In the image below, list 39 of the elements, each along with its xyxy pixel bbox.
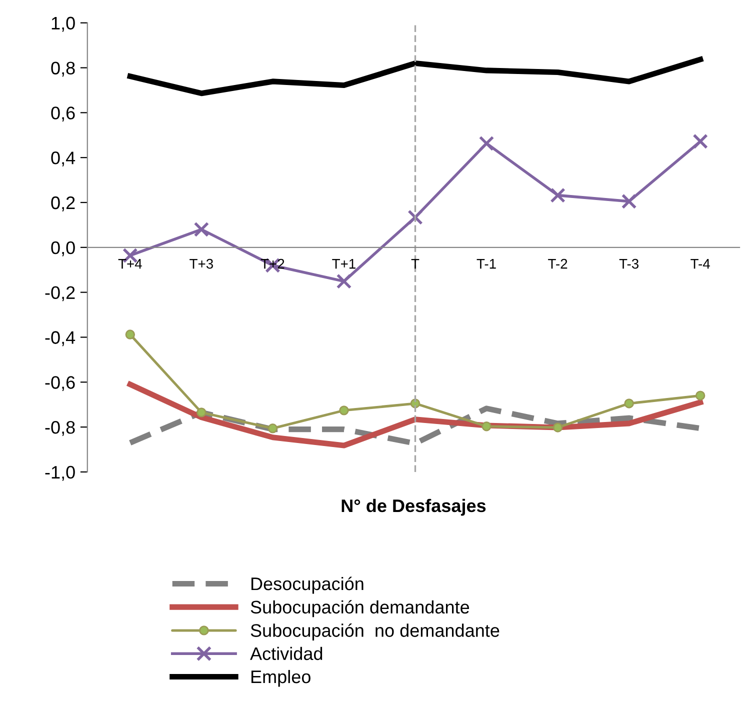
y-tick-label: -0,8 [45,420,75,436]
y-tick-label: -0,2 [45,286,75,302]
point [196,408,206,418]
point [550,188,566,203]
legend-label: Subocupación demandante [250,600,470,618]
point [692,134,708,150]
x-tick-label: T+1 [332,259,356,269]
y-tick-label: 0,8 [51,62,75,77]
y-tick-label: 0,4 [51,152,76,166]
legend-label: Actividad [250,646,322,660]
point [621,194,637,210]
point [482,422,492,432]
y-tick-label: 1,0 [52,16,75,32]
point [478,136,494,152]
legend-label: Subocupación no demandante [250,623,500,641]
legend-label: Empleo [251,670,310,687]
x-tick-label: T-2 [548,258,568,269]
x-tick-label: T+3 [190,258,213,269]
x-tick-label: T-3 [619,258,638,269]
y-tick-label: 0,6 [51,106,75,122]
x-tick-label: T [411,259,420,269]
x-tick-label: T+4 [118,259,142,269]
point [194,222,210,238]
y-tick-label: 0,0 [51,241,75,256]
y-tick-label: -1,0 [45,466,75,481]
point [552,422,563,432]
y-tick-label: -0,4 [45,331,76,346]
y-tick-label: 0,2 [51,196,75,212]
point [624,398,634,408]
point [336,274,352,289]
y-tick-label: -0,6 [45,376,75,391]
x-tick-label: T-1 [476,259,496,269]
point [125,330,136,340]
legend-label: Desocupación [251,576,364,594]
x-tick-label: T-4 [690,259,710,269]
x-axis-title: N° de Desfasajes [342,498,486,516]
point [268,424,278,434]
point [695,390,706,400]
point [339,406,349,416]
